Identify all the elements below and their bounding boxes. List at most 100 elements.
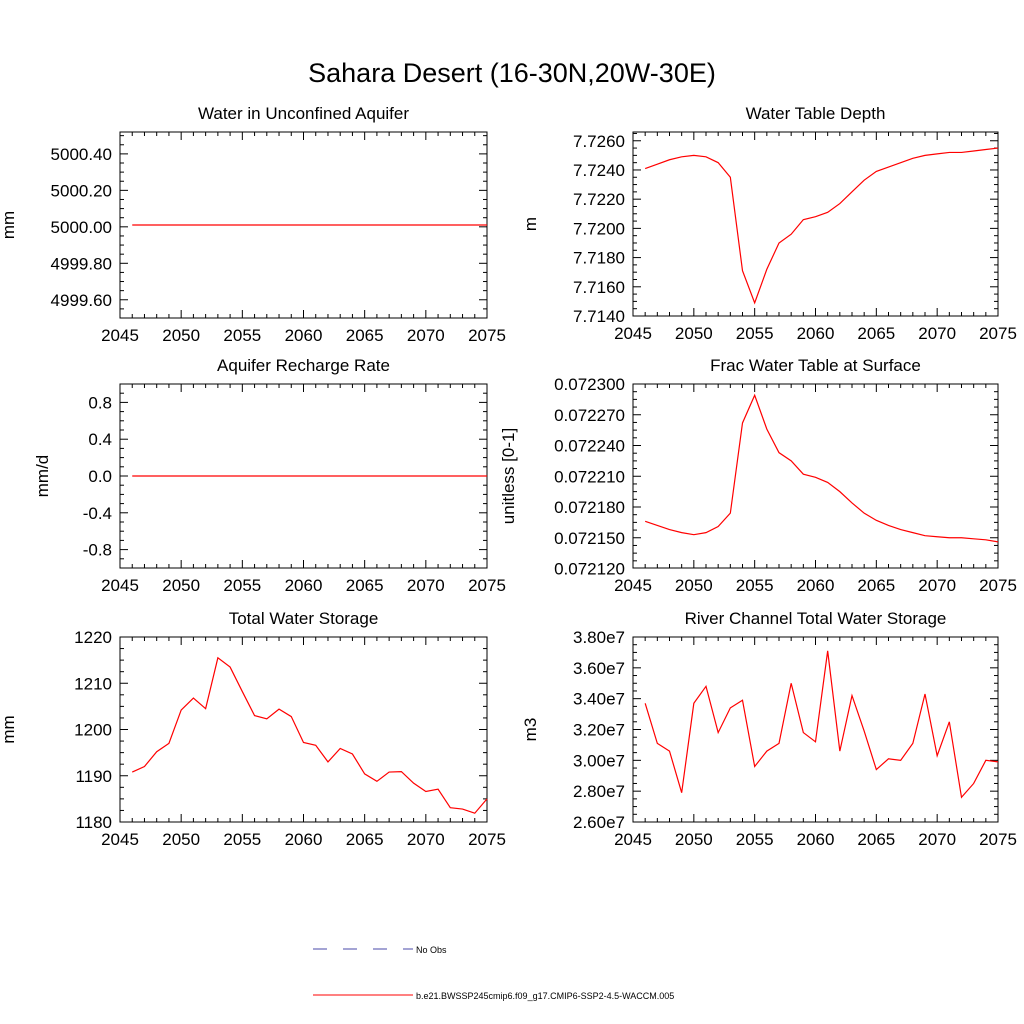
x-tick-label: 2045	[101, 326, 139, 345]
chart-panel: Aquifer Recharge Rate mm/d 2045 2050 2055 206…	[33, 356, 506, 595]
x-tick-label: 2045	[614, 576, 652, 595]
x-tick-label: 2050	[675, 576, 713, 595]
panel-title: Water Table Depth	[746, 104, 886, 123]
y-tick-label: 5000.00	[51, 218, 112, 237]
y-tick-label: 3.00e7	[573, 751, 625, 770]
y-tick-label: -0.4	[83, 504, 112, 523]
y-tick-label: 1220	[74, 628, 112, 647]
x-tick-label: 2050	[675, 324, 713, 343]
y-tick-label: 3.20e7	[573, 721, 625, 740]
x-tick-label: 2075	[468, 576, 506, 595]
panel-title: River Channel Total Water Storage	[685, 609, 947, 628]
y-tick-label: 7.7260	[573, 132, 625, 151]
y-axis-label: m	[521, 217, 540, 231]
chart-panel: Frac Water Table at Surface unitless [0-1…	[499, 356, 1017, 595]
y-tick-label: 0.072180	[554, 498, 625, 517]
y-tick-label: 0.8	[88, 393, 112, 412]
x-tick-label: 2065	[346, 576, 384, 595]
y-tick-label: 5000.40	[51, 145, 112, 164]
y-axis-label: m3	[521, 718, 540, 742]
x-tick-label: 2060	[285, 576, 323, 595]
x-tick-label: 2060	[285, 830, 323, 849]
y-axis-label: unitless [0-1]	[499, 428, 518, 524]
x-tick-label: 2050	[162, 326, 200, 345]
plot-frame	[632, 383, 999, 569]
y-tick-label: 0.072120	[554, 560, 625, 579]
y-tick-label: 1200	[74, 721, 112, 740]
x-tick-label: 2060	[797, 830, 835, 849]
chart-panel: Water Table Depth m 2045 2050 2055 2060 2065 20…	[521, 104, 1017, 343]
x-tick-label: 2055	[736, 830, 774, 849]
x-tick-label: 2045	[101, 576, 139, 595]
x-tick-label: 2045	[614, 324, 652, 343]
x-tick-label: 2050	[675, 830, 713, 849]
x-tick-label: 2065	[857, 830, 895, 849]
y-tick-label: 3.60e7	[573, 659, 625, 678]
y-tick-label: 0.072150	[554, 529, 625, 548]
x-tick-label: 2060	[797, 324, 835, 343]
y-tick-label: 0.072240	[554, 437, 625, 456]
y-tick-label: 0.0	[88, 467, 112, 486]
x-tick-label: 2050	[162, 830, 200, 849]
x-tick-label: 2075	[979, 576, 1017, 595]
series-line	[131, 656, 488, 814]
chart-panel: Total Water Storage mm 2045 2050 2055 2060 206…	[0, 609, 506, 849]
y-tick-label: 0.072270	[554, 406, 625, 425]
y-tick-label: 7.7140	[573, 307, 625, 326]
y-tick-label: 0.4	[88, 430, 112, 449]
panel-title: Aquifer Recharge Rate	[217, 356, 390, 375]
series-line	[644, 650, 999, 799]
x-tick-label: 2070	[407, 830, 445, 849]
x-tick-label: 2055	[223, 830, 261, 849]
y-tick-label: 7.7200	[573, 219, 625, 238]
panel-title: Water in Unconfined Aquifer	[198, 104, 409, 123]
x-tick-label: 2070	[918, 324, 956, 343]
x-tick-label: 2045	[614, 830, 652, 849]
y-tick-label: 3.80e7	[573, 628, 625, 647]
legend-label-model-run: b.e21.BWSSP245cmip6.f09_g17.CMIP6-SSP2-4…	[416, 991, 674, 1001]
series-line	[644, 393, 999, 543]
x-tick-label: 2060	[285, 326, 323, 345]
x-tick-label: 2055	[736, 324, 774, 343]
y-tick-label: 4999.80	[51, 254, 112, 273]
panel-title: Frac Water Table at Surface	[710, 356, 921, 375]
y-tick-label: 7.7180	[573, 249, 625, 268]
plot-frame	[632, 131, 999, 317]
y-tick-label: 0.072210	[554, 467, 625, 486]
x-tick-label: 2060	[797, 576, 835, 595]
x-tick-label: 2045	[101, 830, 139, 849]
legend-entry-no-obs: No Obs	[313, 945, 447, 955]
y-tick-label: 0.072300	[554, 375, 625, 394]
y-axis-label: mm	[0, 715, 18, 743]
x-tick-label: 2055	[223, 326, 261, 345]
legend-entry-model-run: b.e21.BWSSP245cmip6.f09_g17.CMIP6-SSP2-4…	[313, 991, 674, 1001]
y-tick-label: 1210	[74, 674, 112, 693]
legend-label-no-obs: No Obs	[416, 945, 447, 955]
y-tick-label: 2.60e7	[573, 813, 625, 832]
plot-frame	[632, 636, 999, 823]
y-tick-label: 7.7220	[573, 190, 625, 209]
y-tick-label: 3.40e7	[573, 690, 625, 709]
x-tick-label: 2075	[979, 324, 1017, 343]
x-tick-label: 2070	[407, 326, 445, 345]
x-tick-label: 2065	[346, 326, 384, 345]
y-axis-label: mm	[0, 211, 18, 239]
y-axis-label: mm/d	[33, 455, 52, 498]
x-tick-label: 2075	[468, 326, 506, 345]
y-tick-label: 7.7160	[573, 278, 625, 297]
panel-title: Total Water Storage	[229, 609, 379, 628]
x-tick-label: 2070	[918, 830, 956, 849]
chart-panel: Water in Unconfined Aquifer mm 2045 2050 205…	[0, 104, 506, 345]
x-tick-label: 2065	[346, 830, 384, 849]
figure-title: Sahara Desert (16-30N,20W-30E)	[308, 58, 716, 88]
series-line	[644, 147, 999, 305]
legend: No Obs b.e21.BWSSP245cmip6.f09_g17.CMIP6…	[313, 945, 674, 1001]
x-tick-label: 2050	[162, 576, 200, 595]
y-tick-label: 5000.20	[51, 181, 112, 200]
x-tick-label: 2070	[407, 576, 445, 595]
panels: Water in Unconfined Aquifer mm 2045 2050 205…	[0, 104, 1017, 849]
x-tick-label: 2055	[736, 576, 774, 595]
plot-frame	[119, 636, 488, 823]
